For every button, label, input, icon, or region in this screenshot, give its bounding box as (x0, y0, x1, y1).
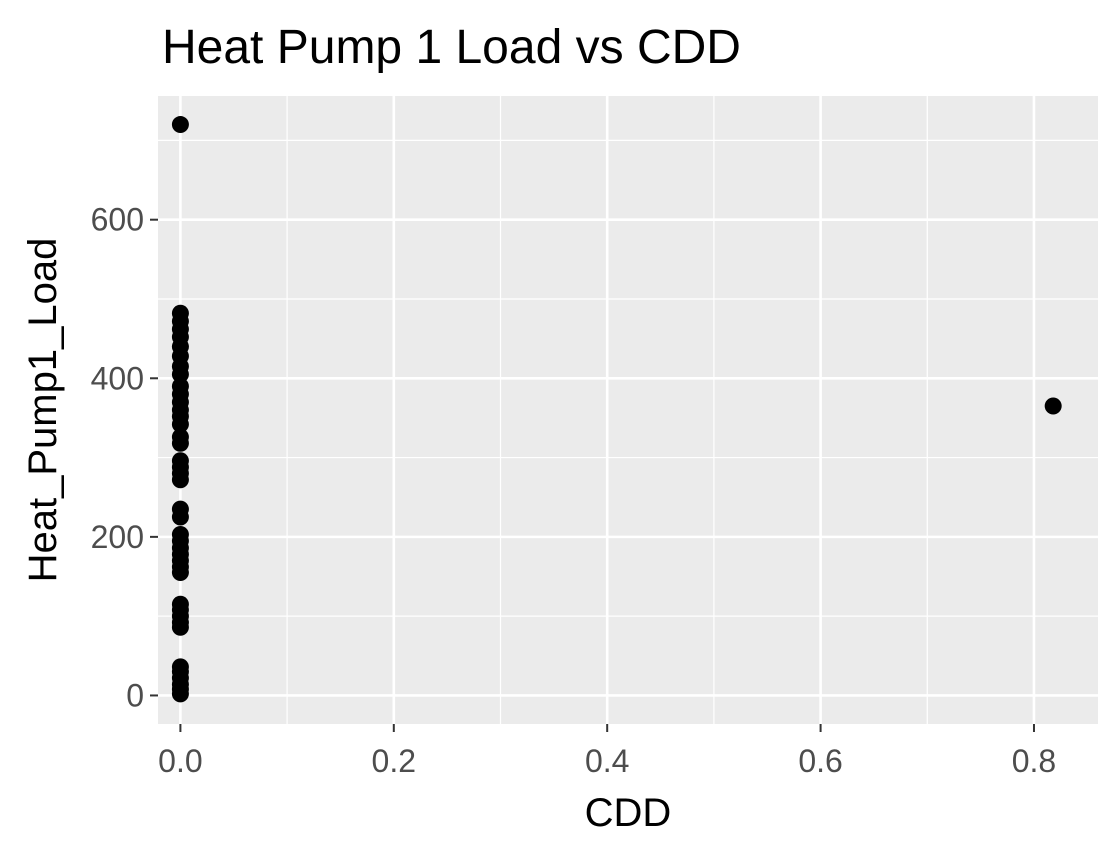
data-point (171, 452, 189, 470)
x-tick-label: 0.2 (372, 743, 416, 779)
y-tick-label: 200 (91, 519, 144, 555)
data-points (171, 116, 1062, 703)
data-point (1044, 397, 1062, 415)
x-tick-label: 0.0 (158, 743, 202, 779)
data-point (171, 500, 189, 518)
data-point (171, 116, 189, 134)
y-tick-label: 400 (91, 360, 144, 396)
y-axis-ticks: 0 200 400 600 (91, 202, 158, 713)
data-point (171, 428, 189, 446)
x-axis-ticks: 0.0 0.2 0.4 0.6 0.8 (158, 724, 1056, 779)
x-axis-title: CDD (585, 791, 672, 835)
y-axis-title: Heat_Pump1_Load (21, 238, 65, 583)
chart-title: Heat Pump 1 Load vs CDD (162, 21, 741, 74)
y-tick-label: 0 (126, 677, 144, 713)
data-point (171, 595, 189, 613)
plot-panel (158, 96, 1098, 724)
x-tick-label: 0.6 (798, 743, 842, 779)
data-point (171, 377, 189, 395)
y-tick-label: 600 (91, 202, 144, 238)
data-point (171, 658, 189, 676)
x-tick-label: 0.4 (585, 743, 629, 779)
x-tick-label: 0.8 (1012, 743, 1056, 779)
data-point (171, 525, 189, 543)
minor-gridlines (158, 96, 1098, 724)
data-point (171, 304, 189, 322)
major-gridlines (158, 96, 1098, 724)
